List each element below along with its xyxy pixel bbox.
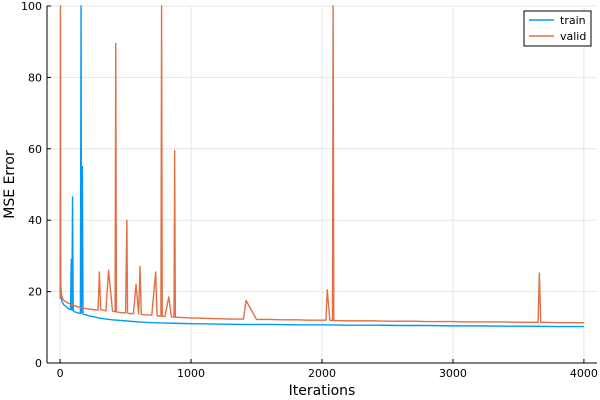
legend-entry-valid: valid xyxy=(560,30,586,43)
series-line-valid xyxy=(59,5,584,324)
grid-layer xyxy=(47,5,597,364)
legend-box xyxy=(523,10,592,47)
legend: train valid xyxy=(523,10,592,47)
y-tick-label: 60 xyxy=(28,143,42,156)
tick-label-layer: 0 1000 2000 3000 4000 0 20 40 60 80 100 xyxy=(21,0,598,380)
axis-layer xyxy=(46,5,597,364)
legend-entry-train: train xyxy=(560,14,586,27)
x-tick-label: 1000 xyxy=(177,367,205,380)
y-tick-label: 80 xyxy=(28,71,42,84)
x-tick-label: 0 xyxy=(57,367,64,380)
y-tick-label: 0 xyxy=(35,357,42,370)
x-tick-label: 3000 xyxy=(439,367,467,380)
y-tick-label: 20 xyxy=(28,286,42,299)
x-axis-label: Iterations xyxy=(289,383,356,399)
x-tick-label: 2000 xyxy=(308,367,336,380)
series-line-train xyxy=(59,5,584,328)
x-tick-label: 4000 xyxy=(570,367,598,380)
y-axis-label: MSE Error xyxy=(2,150,18,219)
series-layer xyxy=(59,5,584,328)
y-tick-label: 100 xyxy=(21,0,42,13)
y-tick-label: 40 xyxy=(28,214,42,227)
